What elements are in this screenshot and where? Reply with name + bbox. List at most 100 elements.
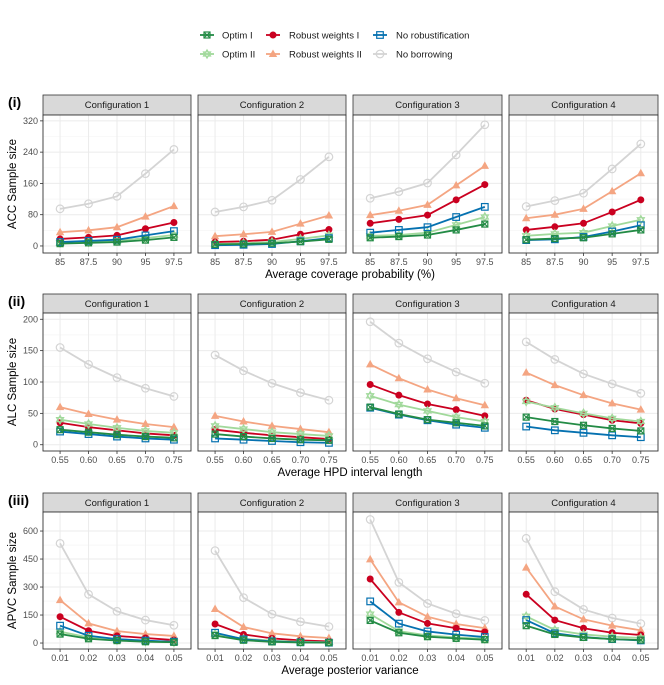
x-tick-label: 95 — [295, 257, 305, 267]
facet-panel-1: Configuration 1 0.01 0.02 0.03 0.04 0.05 — [42, 492, 192, 663]
x-tick-label: 0.75 — [165, 455, 183, 465]
data-point-nb — [84, 589, 93, 599]
data-point-optim1 — [551, 234, 559, 243]
data-point-nb — [267, 195, 277, 205]
facet-title: Configuration 3 — [395, 100, 459, 111]
data-point-rw2 — [267, 227, 277, 235]
data-point-norob — [141, 231, 150, 240]
data-point-optim1 — [551, 417, 559, 426]
facet-title: Configuration 4 — [551, 299, 615, 310]
data-point-nb — [550, 196, 560, 206]
data-point-optim1 — [170, 638, 178, 646]
data-point-rw2 — [239, 229, 248, 238]
x-tick-label: 0.75 — [320, 455, 338, 465]
data-point-nb — [84, 199, 93, 209]
x-tick-label: 0.55 — [51, 455, 69, 465]
data-point-nb — [579, 605, 588, 614]
data-point-norob — [452, 213, 461, 221]
data-point-nb — [423, 599, 432, 608]
series-line-nb — [59, 148, 175, 210]
series-rw2 — [365, 161, 490, 219]
series-nb — [55, 343, 179, 401]
series-line-nb — [526, 143, 642, 208]
series-line-optim2 — [369, 613, 485, 640]
facet-title: Configuration 2 — [240, 498, 304, 509]
data-point-norob — [480, 202, 489, 211]
x-tick-label: 95 — [451, 257, 461, 267]
data-point-optim1 — [296, 638, 305, 647]
chart-row-1: (i) ACC Sample size Average coverage proba… — [7, 94, 659, 281]
data-point-rw2 — [365, 210, 375, 219]
series-optim1 — [211, 235, 333, 248]
data-point-optim1 — [84, 428, 93, 436]
data-point-norob — [636, 221, 645, 230]
data-point-rw2 — [296, 631, 305, 640]
x-tick-label: 85 — [55, 257, 65, 267]
legend-item-optim2: Optim II — [200, 48, 255, 61]
data-point-optim1 — [395, 629, 403, 637]
data-point-optim1 — [84, 635, 93, 643]
series-line-nb — [59, 542, 175, 627]
series-line-optim2 — [214, 425, 329, 437]
series-line-norob — [369, 600, 485, 638]
facet-panel-1: Configuration 1 0.55 0.60 0.65 0.70 0.75 — [42, 293, 192, 465]
data-point-rw2 — [451, 619, 461, 627]
data-point-rw2 — [423, 200, 432, 208]
x-tick-label: 87.5 — [80, 257, 98, 267]
data-point-optim1 — [325, 436, 333, 444]
x-tick-label: 95 — [140, 257, 150, 267]
data-point-nb — [636, 139, 646, 149]
series-line-nb — [214, 156, 330, 213]
facet-title: Configuration 2 — [240, 100, 304, 111]
data-point-rw2 — [112, 626, 122, 635]
x-axis-title: Average posterior variance — [281, 665, 418, 677]
data-point-norob — [56, 621, 64, 630]
row-label: (iii) — [8, 492, 29, 508]
legend-key-norob-icon — [376, 31, 384, 39]
data-point-optim1 — [579, 234, 588, 242]
data-point-nb — [451, 367, 461, 377]
data-point-rw2 — [210, 231, 220, 240]
facet-panel-3: Configuration 3 0.55 0.60 0.65 0.70 0.75 — [352, 293, 503, 465]
x-tick-label: 0.60 — [546, 455, 564, 465]
data-point-nb — [169, 392, 179, 401]
x-tick-label: 0.65 — [108, 455, 126, 465]
data-point-rw2 — [365, 554, 375, 563]
x-tick-label: 97.5 — [165, 257, 183, 267]
y-tick-label: 0 — [33, 638, 38, 648]
data-point-norob — [522, 616, 531, 624]
data-point-norob — [550, 426, 559, 435]
data-point-nb — [267, 609, 277, 619]
x-tick-label: 0.04 — [603, 653, 621, 663]
data-point-nb — [210, 546, 220, 556]
data-point-nb — [210, 207, 220, 217]
data-point-optim2 — [83, 418, 94, 430]
data-point-norob — [522, 422, 531, 431]
series-nb — [365, 515, 490, 625]
x-tick-label: 90 — [267, 257, 277, 267]
y-tick-label: 320 — [23, 116, 38, 126]
data-point-optim1 — [113, 238, 121, 246]
panel-border — [352, 312, 503, 452]
data-point-optim2 — [521, 611, 531, 622]
data-point-optim1 — [141, 638, 150, 646]
series-line-norob — [370, 206, 486, 234]
data-point-norob — [394, 619, 403, 628]
x-tick-label: 0.55 — [517, 455, 535, 465]
series-optim1 — [366, 616, 489, 644]
data-point-rw1 — [551, 223, 559, 231]
series-norob — [522, 422, 645, 442]
row-label: (i) — [8, 94, 21, 110]
x-tick-label: 0.01 — [206, 653, 224, 663]
data-point-norob — [608, 431, 617, 440]
data-point-nb — [55, 538, 65, 548]
data-point-rw2 — [210, 604, 220, 613]
data-point-rw2 — [480, 161, 490, 169]
legend-label: No robustification — [396, 31, 469, 42]
data-point-optim1 — [325, 235, 333, 243]
panel-border — [197, 511, 347, 650]
data-point-rw1 — [551, 616, 559, 624]
y-tick-label: 100 — [23, 377, 38, 387]
data-point-nb — [324, 395, 334, 405]
